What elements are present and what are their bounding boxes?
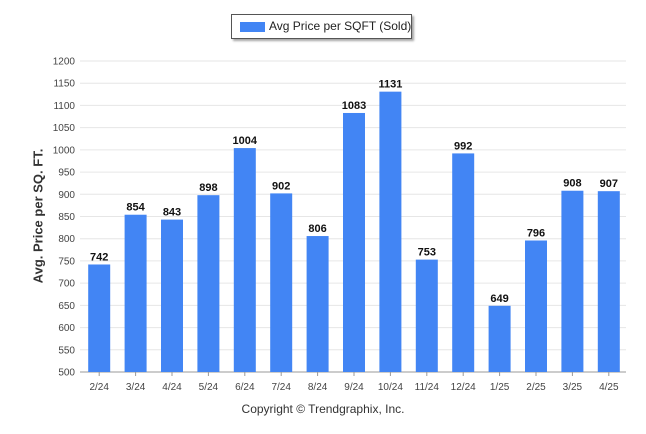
x-tick-label: 6/24 <box>235 382 255 393</box>
y-tick-label: 900 <box>58 190 75 201</box>
bar <box>379 91 402 373</box>
data-label: 907 <box>600 178 618 190</box>
bar <box>233 148 256 372</box>
y-tick-label: 1100 <box>53 101 75 112</box>
bar <box>452 153 475 372</box>
x-tick-label: 3/24 <box>126 382 146 393</box>
bars <box>88 91 620 373</box>
bar <box>88 264 111 372</box>
x-tick-label: 2/25 <box>526 382 546 393</box>
value-labels: 742 854 843 898 1004 902 806 1083 1131 753 992 649 7… <box>90 79 618 305</box>
data-label: 992 <box>454 140 472 152</box>
x-tick-label: 12/24 <box>451 382 476 393</box>
x-tick-label: 7/24 <box>271 382 291 393</box>
data-label: 742 <box>90 251 108 263</box>
y-tick-label: 1000 <box>53 145 76 156</box>
data-label: 1131 <box>378 79 402 91</box>
bar <box>161 219 183 372</box>
bar <box>306 236 329 372</box>
bar <box>124 214 147 372</box>
y-tick-label: 950 <box>58 168 75 179</box>
bar <box>488 305 511 372</box>
y-tick-label: 650 <box>58 301 75 312</box>
data-label: 806 <box>308 223 326 235</box>
x-tick-label: 4/25 <box>599 382 619 393</box>
y-axis-ticks: 500 550 600 650 700 750 800 850 900 950 1000 1050 11… <box>53 57 76 379</box>
data-label: 753 <box>418 247 436 259</box>
x-tick-label: 4/24 <box>162 382 182 393</box>
legend: Avg Price per SQFT (Sold) <box>231 14 412 39</box>
data-label: 843 <box>163 207 181 219</box>
legend-label: Avg Price per SQFT (Sold) <box>269 19 412 33</box>
y-tick-label: 1200 <box>53 57 76 68</box>
data-label: 1004 <box>233 135 258 147</box>
y-tick-label: 800 <box>58 234 75 245</box>
x-tick-label: 8/24 <box>308 382 328 393</box>
x-tick-label: 1/25 <box>490 382 510 393</box>
y-tick-label: 600 <box>58 323 75 334</box>
y-tick-label: 550 <box>58 345 75 356</box>
x-axis-ticks: 2/24 3/24 4/24 5/24 6/24 7/24 8/24 9/24 10/24 11/… <box>89 372 619 393</box>
x-tick-label: 10/24 <box>378 382 403 393</box>
copyright-footer: Copyright © Trendgraphix, Inc. <box>241 402 405 416</box>
bar <box>525 240 547 372</box>
x-tick-label: 11/24 <box>415 382 440 393</box>
bar <box>415 259 438 372</box>
x-tick-label: 2/24 <box>89 382 109 393</box>
bar <box>561 190 584 372</box>
y-tick-label: 500 <box>58 368 75 379</box>
data-label: 796 <box>527 227 545 239</box>
y-tick-label: 1150 <box>53 79 75 90</box>
data-label: 1083 <box>342 100 366 112</box>
y-tick-label: 850 <box>58 212 75 223</box>
data-label: 854 <box>126 202 145 214</box>
x-tick-label: 9/24 <box>344 382 364 393</box>
data-label: 902 <box>272 180 290 192</box>
x-tick-label: 3/25 <box>563 382 583 393</box>
data-label: 898 <box>199 182 217 194</box>
y-tick-label: 1050 <box>53 123 76 134</box>
y-axis-title: Avg. Price per SQ. FT. <box>30 148 46 284</box>
bar <box>597 191 620 372</box>
bar <box>197 195 220 372</box>
x-tick-label: 5/24 <box>199 382 219 393</box>
data-label: 649 <box>490 293 508 305</box>
y-tick-label: 700 <box>58 279 75 290</box>
bar <box>270 193 293 372</box>
legend-swatch <box>240 22 265 32</box>
y-tick-label: 750 <box>58 256 75 267</box>
bar <box>343 112 365 372</box>
data-label: 908 <box>563 178 581 190</box>
